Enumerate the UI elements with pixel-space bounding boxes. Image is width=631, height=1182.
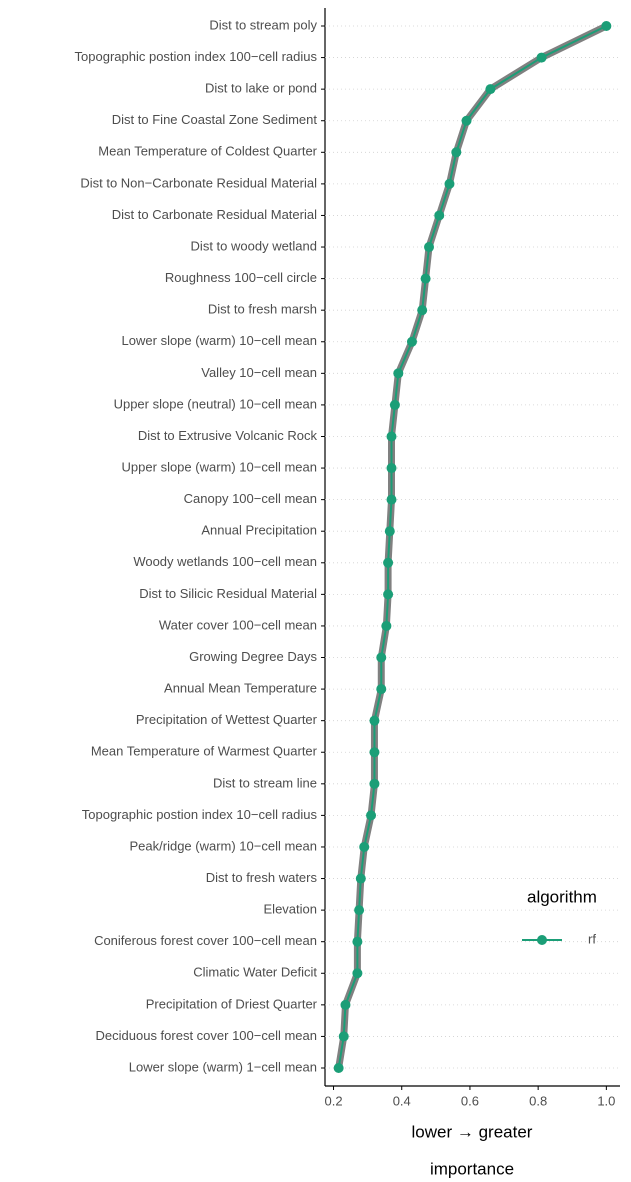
legend-key-point: [537, 935, 547, 945]
point: [384, 526, 395, 537]
point: [424, 242, 435, 253]
y-tick-label: Dist to lake or pond: [205, 81, 317, 96]
point: [485, 84, 496, 95]
point: [369, 747, 380, 758]
x-tick-label: 0.8: [529, 1093, 547, 1108]
y-tick-label: Upper slope (warm) 10−cell mean: [122, 459, 317, 474]
point: [389, 399, 400, 410]
y-tick-label: Precipitation of Driest Quarter: [146, 996, 318, 1011]
point: [376, 684, 387, 695]
y-tick-label: Topographic postion index 100−cell radiu…: [75, 49, 318, 64]
point: [406, 336, 417, 347]
y-tick-label: Mean Temperature of Warmest Quarter: [91, 744, 318, 759]
y-tick-label: Mean Temperature of Coldest Quarter: [98, 144, 317, 159]
point: [461, 115, 472, 126]
y-tick-label: Dist to fresh marsh: [208, 302, 317, 317]
point: [333, 1063, 344, 1073]
y-tick-label: Annual Mean Temperature: [164, 681, 317, 696]
y-tick-label: Woody wetlands 100−cell mean: [133, 554, 317, 569]
line-outline: [335, 22, 608, 1069]
point: [386, 431, 397, 442]
y-tick-label: Canopy 100−cell mean: [184, 491, 317, 506]
point: [393, 368, 404, 379]
line: [337, 25, 607, 1069]
y-tick-label: Elevation: [264, 902, 317, 917]
point: [355, 873, 366, 884]
y-tick-label: Deciduous forest cover 100−cell mean: [96, 1028, 317, 1043]
point: [417, 305, 428, 316]
x-tick-label: 0.6: [461, 1093, 479, 1108]
y-tick-label: Dist to Carbonate Residual Material: [112, 207, 317, 222]
x-tick-label: 1.0: [597, 1093, 615, 1108]
y-tick-label: Climatic Water Deficit: [193, 965, 317, 980]
legend-title: algorithm: [527, 887, 597, 906]
y-tick-label: Dist to stream poly: [209, 17, 317, 32]
point: [601, 21, 612, 31]
point: [383, 557, 394, 568]
point: [386, 463, 397, 474]
point: [386, 494, 397, 505]
point: [352, 968, 363, 979]
y-tick-label: Peak/ridge (warm) 10−cell mean: [130, 838, 318, 853]
legend-label: rf: [588, 931, 596, 946]
point: [338, 1031, 349, 1042]
point: [340, 999, 351, 1010]
y-tick-label: Topographic postion index 10−cell radius: [82, 807, 318, 822]
point: [434, 210, 445, 221]
point: [369, 715, 380, 726]
x-axis-label: lower → greater: [412, 1122, 533, 1141]
point: [369, 778, 380, 789]
point: [376, 652, 387, 663]
y-tick-label: Dist to stream line: [213, 775, 317, 790]
y-tick-label: Dist to woody wetland: [191, 238, 317, 253]
x-tick-label: 0.4: [393, 1093, 411, 1108]
x-axis-label: importance: [430, 1159, 514, 1178]
y-tick-label: Valley 10−cell mean: [201, 365, 317, 380]
point: [359, 841, 370, 852]
y-tick-label: Roughness 100−cell circle: [165, 270, 317, 285]
x-tick-label: 0.2: [324, 1093, 342, 1108]
y-tick-label: Water cover 100−cell mean: [159, 617, 317, 632]
y-tick-label: Dist to Fine Coastal Zone Sediment: [112, 112, 318, 127]
y-tick-label: Dist to Non−Carbonate Residual Material: [80, 175, 317, 190]
y-tick-label: Growing Degree Days: [189, 649, 317, 664]
point: [451, 147, 462, 158]
y-tick-label: Annual Precipitation: [201, 523, 317, 538]
y-tick-label: Dist to Silicic Residual Material: [139, 586, 317, 601]
point: [352, 936, 363, 947]
point: [536, 52, 547, 63]
y-tick-label: Upper slope (neutral) 10−cell mean: [114, 396, 317, 411]
y-tick-label: Precipitation of Wettest Quarter: [136, 712, 318, 727]
y-tick-label: Lower slope (warm) 10−cell mean: [122, 333, 317, 348]
point: [354, 905, 365, 916]
y-tick-label: Lower slope (warm) 1−cell mean: [129, 1059, 317, 1074]
point: [381, 620, 392, 631]
y-tick-label: Coniferous forest cover 100−cell mean: [94, 933, 317, 948]
y-tick-label: Dist to fresh waters: [206, 870, 318, 885]
point: [383, 589, 394, 600]
point: [444, 178, 455, 189]
y-tick-label: Dist to Extrusive Volcanic Rock: [138, 428, 318, 443]
point: [420, 273, 431, 284]
point: [366, 810, 377, 821]
